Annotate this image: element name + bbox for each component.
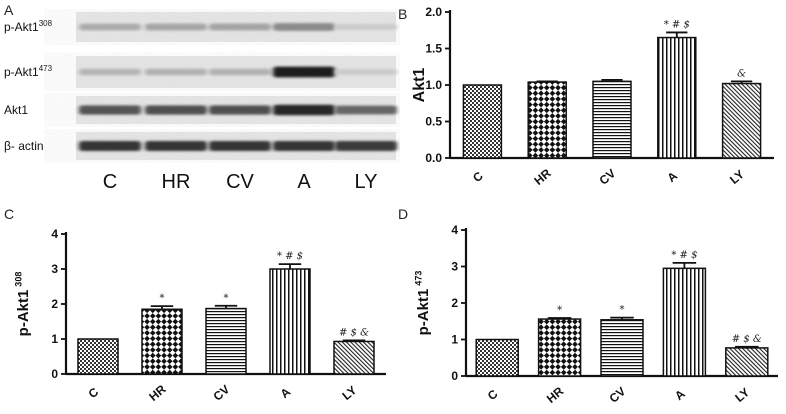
significance-annotation: # $ & [732, 334, 762, 345]
y-tick-label: 3 [451, 260, 458, 274]
y-tick-label: 0.5 [425, 115, 442, 129]
blot-band [145, 105, 207, 115]
x-tick-label: HR [531, 166, 554, 188]
blot-band [209, 105, 271, 115]
bar-c [77, 338, 119, 375]
y-tick-label: 4 [51, 227, 58, 241]
x-tick-label: HR [544, 384, 567, 406]
bar-hr [141, 308, 183, 375]
x-tick-label: HR [146, 382, 169, 404]
y-tick-label: 0 [51, 367, 58, 381]
y-tick-label: 1 [451, 333, 458, 347]
western-blot-panel: p-Akt1308 p-Akt1473 Akt1 β- actin C HR CV A LY [4, 12, 397, 193]
blot-band [273, 23, 335, 31]
blot-band [335, 24, 397, 30]
x-tick-label: LY [727, 167, 747, 187]
blot-band [335, 141, 397, 151]
y-tick-label: 0 [451, 369, 458, 383]
blot-band [209, 23, 271, 31]
significance-annotation: * [160, 293, 165, 304]
x-tick-label: CV [597, 166, 619, 187]
significance-annotation: * [224, 293, 229, 304]
significance-annotation: * # $ [671, 250, 697, 261]
x-tick-label: CV [211, 382, 233, 403]
panel-letter-b: B [398, 6, 408, 22]
panel-letter-d: D [398, 206, 409, 222]
bar-hr [537, 318, 582, 377]
y-tick-label: 3 [51, 262, 58, 276]
p-akt1-308-bar-chart: 0 1 2 3 4 p-Akt1308 C * HR * CV * # $ A # $ & LY [13, 227, 386, 404]
panel-letter-a: A [4, 2, 14, 18]
blot-band [273, 104, 335, 116]
blot-lane-label: CV [226, 171, 254, 193]
y-axis-label: p-Akt1473 [413, 271, 432, 336]
bar-a [269, 268, 311, 375]
akt1-bar-chart: 0.0 0.5 1.0 1.5 2.0 Akt1 C HR CV * # $ A & LY [411, 5, 774, 188]
significance-annotation: * [557, 305, 562, 316]
p-akt1-473-bar-chart: 0 1 2 3 4 p-Akt1473 C * HR * CV * # $ A # $ & LY [413, 223, 778, 406]
bar-hr [527, 81, 567, 159]
bar-cv [205, 307, 247, 375]
x-tick-label: C [470, 169, 486, 186]
x-tick-label: LY [339, 383, 359, 403]
x-tick-label: A [278, 385, 294, 402]
bar-ly [333, 340, 375, 375]
significance-annotation: * # $ [664, 19, 690, 30]
y-tick-label: 2 [451, 296, 458, 310]
blot-band [209, 68, 271, 76]
blot-row-label: Akt1 [4, 103, 28, 117]
bar-a [662, 267, 707, 377]
y-tick-label: 4 [451, 223, 458, 237]
x-tick-label: LY [732, 385, 752, 405]
y-tick-label: 2.0 [425, 5, 442, 19]
x-tick-label: CV [607, 384, 629, 405]
y-tick-label: 2 [51, 297, 58, 311]
bar-cv [592, 80, 632, 159]
significance-annotation: & [737, 68, 746, 79]
bar-c [475, 338, 519, 377]
blot-band [335, 69, 397, 75]
x-tick-label: A [672, 387, 688, 404]
bar-ly [721, 82, 762, 159]
blot-lane-label: A [297, 171, 311, 193]
y-axis-label: Akt1 [411, 68, 428, 103]
blot-lane-label: LY [355, 171, 378, 193]
x-tick-label: C [86, 385, 102, 402]
blot-band [145, 140, 207, 152]
y-tick-label: 0.0 [425, 151, 442, 165]
blot-band [145, 23, 207, 31]
blot-band [273, 66, 335, 78]
blot-band [209, 140, 271, 152]
bar-c [462, 84, 503, 159]
blot-row-label: p-Akt1308 [4, 19, 53, 34]
blot-row-label: β- actin [4, 139, 44, 153]
significance-annotation: * [620, 305, 625, 316]
significance-annotation: * # $ [277, 251, 303, 262]
panel-letter-c: C [4, 206, 15, 222]
blot-lane-label: C [103, 171, 117, 193]
significance-annotation: # $ & [339, 327, 369, 338]
blot-band [79, 68, 141, 76]
blot-band [79, 140, 141, 152]
blot-lane-label: HR [162, 171, 191, 193]
x-tick-label: A [664, 169, 680, 186]
bar-cv [600, 319, 644, 377]
bar-ly [725, 347, 769, 377]
blot-band [335, 105, 397, 115]
y-tick-label: 1.5 [425, 42, 442, 56]
blot-row-label: p-Akt1473 [4, 64, 53, 79]
bar-a [657, 36, 697, 159]
x-tick-label: C [485, 387, 501, 404]
y-axis-label: p-Akt1308 [13, 272, 32, 337]
y-tick-label: 1.0 [425, 78, 442, 92]
y-tick-label: 1 [51, 332, 58, 346]
blot-band [79, 105, 141, 115]
blot-band [145, 68, 207, 76]
blot-band [79, 23, 141, 31]
blot-band [273, 140, 335, 152]
